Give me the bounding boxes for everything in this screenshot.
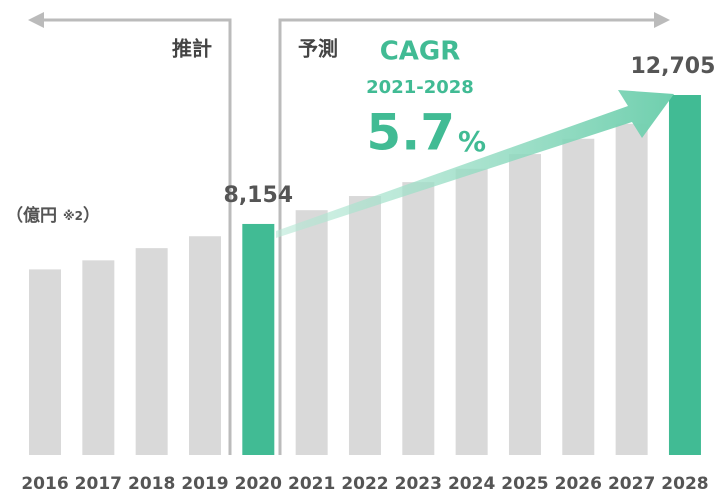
bar bbox=[615, 123, 648, 456]
growth-arrow bbox=[276, 90, 674, 238]
bar bbox=[668, 95, 701, 455]
bar bbox=[348, 196, 381, 455]
x-tick-label: 2026 bbox=[555, 474, 602, 494]
bar bbox=[82, 260, 115, 455]
x-tick-label: 2025 bbox=[501, 474, 548, 494]
x-tick-label: 2021 bbox=[288, 474, 335, 494]
bar bbox=[562, 138, 595, 455]
unit: （億円 bbox=[6, 205, 57, 226]
bar bbox=[402, 182, 435, 456]
arrow-head bbox=[28, 12, 44, 28]
x-tick-label: 2017 bbox=[75, 474, 122, 494]
value-label: 8,154 bbox=[224, 183, 294, 208]
x-tick-label: 2027 bbox=[608, 474, 655, 494]
cagr-period: 2021-2028 bbox=[366, 77, 474, 98]
bar bbox=[135, 248, 168, 455]
bar bbox=[508, 154, 541, 455]
estimate-label: 推計 bbox=[172, 37, 212, 61]
x-tick-label: 2024 bbox=[448, 474, 495, 494]
x-tick-label: 2019 bbox=[181, 474, 228, 494]
bar bbox=[295, 210, 328, 455]
bar bbox=[242, 223, 275, 455]
cagr-value: 5.7 bbox=[366, 104, 455, 162]
x-tick-label: 2016 bbox=[21, 474, 68, 494]
cagr-label: CAGR bbox=[380, 37, 461, 67]
forecast-label: 予測 bbox=[298, 37, 338, 61]
bar bbox=[455, 168, 488, 455]
x-tick-label: 2018 bbox=[128, 474, 175, 494]
x-tick-label: 2028 bbox=[661, 474, 708, 494]
arrow-head bbox=[654, 12, 670, 28]
x-tick-label: 2023 bbox=[395, 474, 442, 494]
value-label: 12,705 bbox=[631, 54, 716, 79]
unit-label: （億円 ※2） bbox=[6, 205, 100, 226]
bar bbox=[188, 236, 221, 455]
brackets bbox=[28, 12, 670, 455]
bar bbox=[29, 269, 61, 455]
unit-note: ※2 bbox=[63, 209, 83, 223]
forecast-bracket bbox=[278, 18, 660, 455]
x-tick-label: 2022 bbox=[341, 474, 388, 494]
estimate-bracket bbox=[38, 18, 232, 455]
cagr-unit: % bbox=[458, 125, 486, 158]
x-tick-label: 2020 bbox=[235, 474, 282, 494]
unit-close: ） bbox=[83, 205, 100, 226]
